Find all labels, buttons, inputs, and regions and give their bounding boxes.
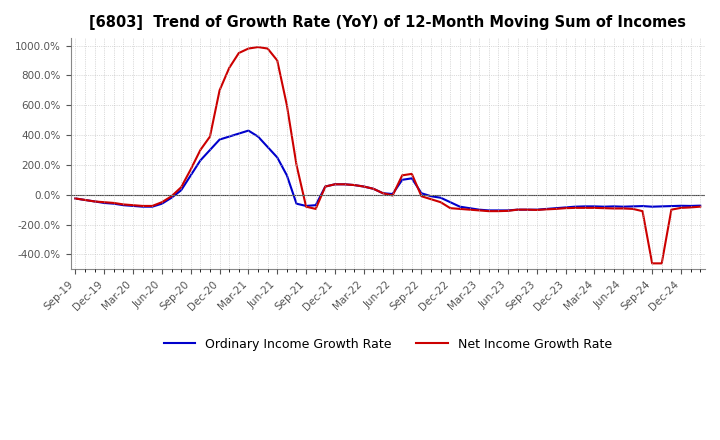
Ordinary Income Growth Rate [71, 196, 80, 201]
Net Income Growth Rate [571, 205, 580, 210]
Net Income Growth Rate [225, 65, 233, 70]
Net Income Growth Rate [359, 184, 368, 189]
Net Income Growth Rate [648, 261, 657, 266]
Ordinary Income Growth Rate [359, 184, 368, 189]
Net Income Growth Rate [696, 204, 704, 209]
Line: Ordinary Income Growth Rate: Ordinary Income Growth Rate [76, 131, 700, 210]
Net Income Growth Rate [253, 44, 262, 50]
Net Income Growth Rate [119, 202, 127, 207]
Ordinary Income Growth Rate [244, 128, 253, 133]
Ordinary Income Growth Rate [119, 202, 127, 208]
Ordinary Income Growth Rate [485, 208, 493, 213]
Title: [6803]  Trend of Growth Rate (YoY) of 12-Month Moving Sum of Incomes: [6803] Trend of Growth Rate (YoY) of 12-… [89, 15, 686, 30]
Ordinary Income Growth Rate [696, 203, 704, 208]
Line: Net Income Growth Rate: Net Income Growth Rate [76, 47, 700, 264]
Net Income Growth Rate [71, 196, 80, 201]
Net Income Growth Rate [273, 58, 282, 63]
Legend: Ordinary Income Growth Rate, Net Income Growth Rate: Ordinary Income Growth Rate, Net Income … [158, 333, 617, 356]
Ordinary Income Growth Rate [225, 134, 233, 139]
Ordinary Income Growth Rate [350, 183, 359, 188]
Ordinary Income Growth Rate [273, 155, 282, 160]
Net Income Growth Rate [350, 183, 359, 188]
Ordinary Income Growth Rate [580, 204, 589, 209]
